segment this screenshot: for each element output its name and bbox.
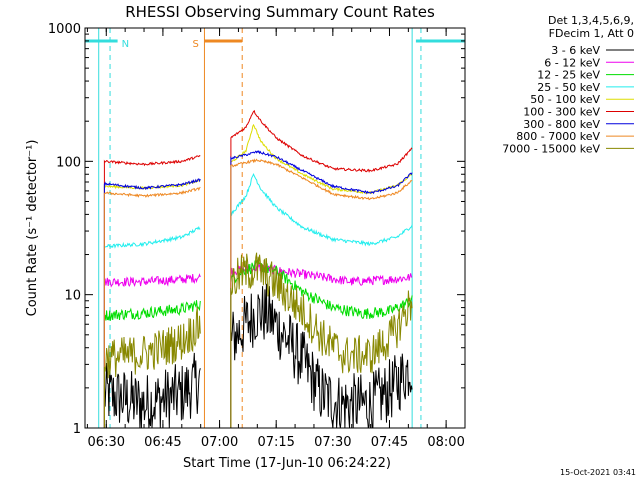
x-tick-label-0700: 07:00 xyxy=(201,435,238,450)
legend-label-7000-15000-kev: 7000 - 15000 keV xyxy=(502,142,600,155)
series-7000-15000-kev-segment-2 xyxy=(230,252,413,428)
series-6-12-kev-segment-1 xyxy=(103,273,201,428)
x-tick-label-0745: 07:45 xyxy=(371,435,408,450)
x-tick-label-0645: 06:45 xyxy=(144,435,181,450)
series-300-800-kev-segment-1 xyxy=(103,178,201,428)
series-12-25-kev-segment-1 xyxy=(103,300,201,428)
legend-label-300-800-kev: 300 - 800 keV xyxy=(523,118,600,131)
legend-header-1: Det 1,3,4,5,6,9, xyxy=(548,14,634,27)
plot-frame xyxy=(84,27,466,429)
series-layer xyxy=(103,109,413,429)
y-tick-label-10: 10 xyxy=(64,289,81,304)
flag-label-s: S xyxy=(192,39,198,50)
series-25-50-kev-segment-2 xyxy=(230,172,413,428)
legend-label-6-12-kev: 6 - 12 keV xyxy=(544,56,600,69)
y-axis-label: Count Rate (s⁻¹ detector⁻¹) xyxy=(25,140,40,317)
y-tick-label-100: 100 xyxy=(56,155,81,170)
chart-title: RHESSI Observing Summary Count Rates xyxy=(125,3,435,21)
legend-label-50-100-kev: 50 - 100 keV xyxy=(530,93,600,106)
series-800-7000-kev-segment-2 xyxy=(230,158,413,428)
series-25-50-kev-segment-1 xyxy=(103,226,201,428)
x-tick-label-0800: 08:00 xyxy=(427,435,464,450)
legend-label-12-25-kev: 12 - 25 keV xyxy=(537,69,600,82)
series-300-800-kev-segment-2 xyxy=(230,150,413,428)
series-7000-15000-kev-segment-1 xyxy=(103,307,201,428)
legend-header-2: FDecim 1, Att 0 xyxy=(549,27,634,40)
y-tick-label-1000: 1000 xyxy=(48,22,81,37)
legend-label-800-7000-kev: 800 - 7000 keV xyxy=(516,130,600,143)
series-100-300-kev-segment-2 xyxy=(230,109,413,428)
series-3-6-kev-segment-2 xyxy=(230,283,413,429)
timestamp: 15-Oct-2021 03:41 xyxy=(560,468,636,477)
series-800-7000-kev-segment-1 xyxy=(103,186,201,428)
x-axis-label: Start Time (17-Jun-10 06:24:22) xyxy=(183,456,391,471)
x-tick-label-0715: 07:15 xyxy=(257,435,294,450)
y-tick-label-1: 1 xyxy=(73,422,81,437)
flag-label-n: N xyxy=(122,39,129,50)
legend-label-3-6-kev: 3 - 6 keV xyxy=(551,44,600,57)
x-tick-label-0630: 06:30 xyxy=(88,435,125,450)
legend: Det 1,3,4,5,6,9,FDecim 1, Att 0 3 - 6 keV… xyxy=(502,14,634,155)
series-100-300-kev-segment-1 xyxy=(103,155,201,428)
x-tick-label-0730: 07:30 xyxy=(314,435,351,450)
legend-label-25-50-kev: 25 - 50 keV xyxy=(537,81,600,94)
legend-label-100-300-kev: 100 - 300 keV xyxy=(523,106,600,119)
axes: 1 10 100 1000 06:30 06:45 07:00 07:15 07:30 07:45… xyxy=(48,22,466,450)
